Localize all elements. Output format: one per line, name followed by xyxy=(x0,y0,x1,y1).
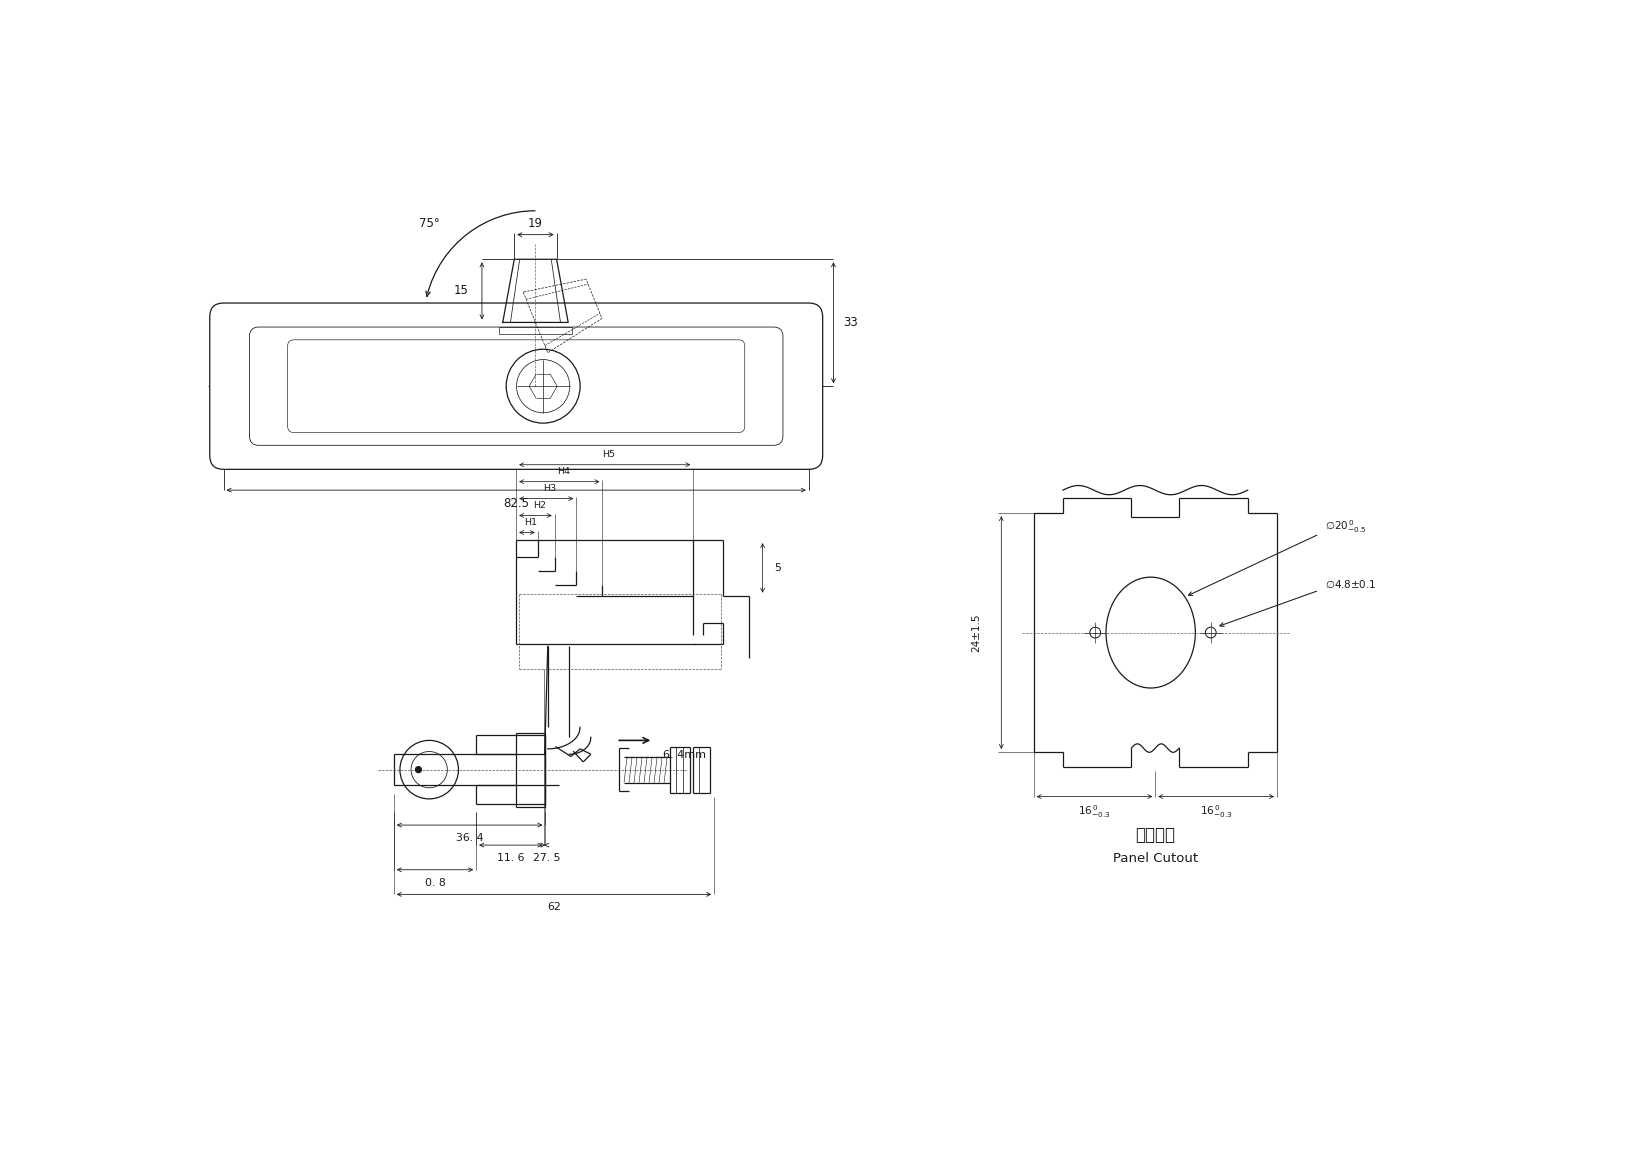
Text: 5: 5 xyxy=(774,563,782,573)
Text: 33: 33 xyxy=(842,317,857,329)
Text: 36. 4: 36. 4 xyxy=(455,833,483,843)
Text: Panel Cutout: Panel Cutout xyxy=(1111,851,1198,865)
Text: 82.5: 82.5 xyxy=(503,498,529,510)
Text: 19: 19 xyxy=(527,217,542,229)
Text: $\varnothing$4.8±0.1: $\varnothing$4.8±0.1 xyxy=(1325,578,1376,590)
Text: 15: 15 xyxy=(454,285,468,297)
FancyBboxPatch shape xyxy=(209,303,823,469)
Text: 16$^{\,0}_{-0.3}$: 16$^{\,0}_{-0.3}$ xyxy=(1200,804,1232,820)
Text: 62: 62 xyxy=(547,902,560,912)
Text: 开孔尺寸: 开孔尺寸 xyxy=(1134,826,1175,844)
Text: 6. 4mm: 6. 4mm xyxy=(663,750,705,760)
Text: $\varnothing$20$^{\,0}_{-0.5}$: $\varnothing$20$^{\,0}_{-0.5}$ xyxy=(1325,518,1366,535)
Text: 24±1.5: 24±1.5 xyxy=(971,613,981,652)
Text: 16$^{\,0}_{-0.3}$: 16$^{\,0}_{-0.3}$ xyxy=(1077,804,1110,820)
Text: H1: H1 xyxy=(524,518,537,526)
Text: 0. 8: 0. 8 xyxy=(424,878,446,888)
Circle shape xyxy=(415,767,421,773)
Text: 11. 6: 11. 6 xyxy=(496,854,524,863)
Text: H3: H3 xyxy=(543,484,557,493)
Text: 75°: 75° xyxy=(418,218,439,230)
Text: H2: H2 xyxy=(532,501,545,510)
Text: H5: H5 xyxy=(602,450,615,460)
Text: H4: H4 xyxy=(557,468,570,476)
Text: 27. 5: 27. 5 xyxy=(532,854,560,863)
